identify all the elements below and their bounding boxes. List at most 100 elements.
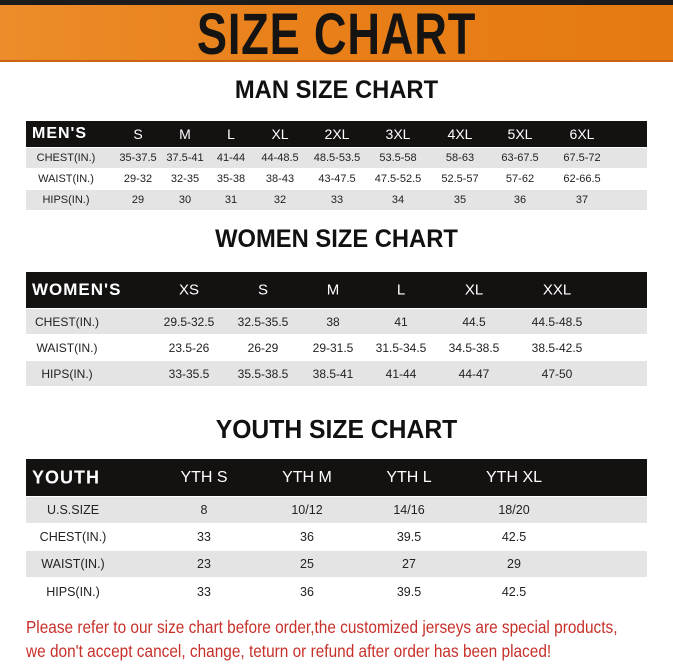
measurement-value: 44.5-48.5: [531, 314, 583, 329]
measurement-value: 38.5-41: [312, 366, 354, 381]
measurement-value: 38-43: [265, 173, 295, 185]
men-size-table: MEN'S S M L XL 2XL 3XL 4XL 5XL 6XL CHEST(IN.) 35-37…: [26, 121, 647, 210]
measurement-value: 62-66.5: [563, 173, 601, 185]
measurement-value: 34: [391, 194, 405, 206]
banner-title: SIZE CHART: [196, 2, 477, 67]
table-row: WAIST(IN.) 23 25 27 29: [26, 551, 647, 577]
measurement-value: 18/20: [498, 503, 530, 517]
measurement-label: HIPS(IN.): [41, 366, 93, 381]
measurement-value: 44.5: [462, 314, 486, 329]
measurement-value: 48.5-53.5: [313, 152, 361, 164]
youth-title: YOUTH SIZE CHART: [215, 414, 458, 444]
measurement-value: 42.5: [501, 584, 527, 599]
size-header: YTH S: [180, 468, 228, 486]
measurement-value: 27: [402, 557, 416, 571]
measurement-value: 41-44: [385, 366, 417, 381]
measurement-value: 34.5-38.5: [448, 340, 500, 355]
measurement-value: 33-35.5: [168, 366, 210, 381]
measurement-value: 32.5-35.5: [237, 314, 289, 329]
size-header: S: [133, 126, 143, 142]
size-header: 6XL: [569, 126, 595, 142]
header-row: WOMEN'S XS S M L XL XXL: [26, 272, 647, 308]
size-header: 2XL: [324, 126, 350, 142]
measurement-value: 31: [224, 194, 238, 206]
measurement-value: 44-47: [458, 366, 490, 381]
measurement-value: 67.5-72: [563, 152, 601, 164]
measurement-value: 52.5-57: [441, 173, 479, 185]
measurement-value: 37.5-41: [166, 152, 204, 164]
measurement-value: 29.5-32.5: [163, 314, 215, 329]
measurement-value: 29-31.5: [312, 340, 354, 355]
measurement-value: 23.5-26: [168, 340, 210, 355]
size-header: YTH XL: [485, 468, 543, 486]
measurement-value: 29: [507, 557, 521, 571]
table-row: HIPS(IN.) 29 30 31 32 33 34 35 36 37: [26, 190, 647, 210]
measurement-value: 14/16: [393, 503, 425, 517]
size-header: XS: [178, 281, 200, 299]
measurement-value: 43-47.5: [318, 173, 356, 185]
measurement-value: 23: [197, 557, 211, 571]
size-header: M: [179, 126, 191, 142]
measurement-value: 30: [178, 194, 192, 206]
measurement-value: 37: [575, 194, 589, 206]
measurement-label: WAIST(IN.): [38, 173, 94, 185]
size-header: XL: [271, 126, 289, 142]
table-row: WAIST(IN.) 29-32 32-35 35-38 38-43 43-47.5 47.…: [26, 169, 647, 189]
size-header: YTH L: [386, 468, 432, 486]
size-header: 4XL: [447, 126, 473, 142]
measurement-value: 53.5-58: [379, 152, 417, 164]
table-row: CHEST(IN.) 33 36 39.5 42.5: [26, 524, 647, 550]
measurement-value: 41-44: [216, 152, 246, 164]
table-label: MEN'S: [32, 125, 88, 142]
measurement-value: 32-35: [170, 173, 200, 185]
measurement-value: 29-32: [123, 173, 153, 185]
size-header: XL: [464, 281, 484, 299]
measurement-value: 35-38: [216, 173, 246, 185]
measurement-value: 36: [513, 194, 527, 206]
measurement-value: 33: [197, 530, 211, 544]
measurement-value: 41: [394, 314, 408, 329]
table-label: YOUTH: [32, 467, 100, 487]
measurement-value: 44-48.5: [261, 152, 299, 164]
measurement-label: WAIST(IN.): [36, 340, 98, 355]
measurement-value: 10/12: [291, 503, 323, 517]
measurement-value: 42.5: [501, 530, 527, 544]
measurement-label: CHEST(IN.): [39, 530, 107, 544]
measurement-label: HIPS(IN.): [42, 194, 90, 206]
measurement-value: 47-50: [541, 366, 573, 381]
table-label: WOMEN'S: [32, 280, 122, 299]
table-row: U.S.SIZE 8 10/12 14/16 18/20: [26, 497, 647, 523]
measurement-value: 8: [200, 503, 208, 517]
measurement-value: 39.5: [396, 530, 422, 544]
notice-line-2: we don't accept cancel, change, teturn o…: [26, 641, 552, 661]
measurement-value: 26-29: [247, 340, 279, 355]
table-row: WAIST(IN.) 23.5-26 26-29 29-31.5 31.5-34.5 34…: [26, 335, 647, 360]
size-header: S: [257, 281, 269, 299]
size-header: YTH M: [282, 468, 332, 486]
measurement-value: 35: [453, 194, 467, 206]
size-header: L: [396, 281, 406, 299]
women-size-table: WOMEN'S XS S M L XL XXL CHEST(IN.) 29.5-32.5 32.5…: [26, 272, 647, 386]
measurement-value: 57-62: [505, 173, 535, 185]
header-row: YOUTH YTH S YTH M YTH L YTH XL: [26, 459, 647, 496]
size-header: M: [326, 281, 340, 299]
youth-size-table: YOUTH YTH S YTH M YTH L YTH XL U.S.SIZE 8 10/12…: [26, 459, 647, 605]
women-title: WOMEN SIZE CHART: [215, 225, 458, 253]
size-header: XXL: [542, 281, 572, 299]
size-header: 5XL: [507, 126, 533, 142]
measurement-value: 36: [300, 584, 314, 599]
table-row: CHEST(IN.) 35-37.5 37.5-41 41-44 44-48.5 48.5…: [26, 148, 647, 168]
measurement-value: 47.5-52.5: [374, 173, 422, 185]
measurement-value: 36: [300, 530, 314, 544]
measurement-value: 63-67.5: [501, 152, 539, 164]
measurement-value: 58-63: [445, 152, 475, 164]
men-title: MAN SIZE CHART: [234, 76, 439, 104]
size-header: L: [227, 126, 235, 142]
measurement-label: U.S.SIZE: [46, 503, 100, 517]
table-row: CHEST(IN.) 29.5-32.5 32.5-35.5 38 41 44.5 44.5…: [26, 309, 647, 334]
measurement-value: 33: [330, 194, 344, 206]
measurement-value: 32: [273, 194, 287, 206]
measurement-label: HIPS(IN.): [46, 584, 100, 599]
measurement-label: CHEST(IN.): [36, 152, 96, 164]
top-bar: [0, 0, 673, 5]
